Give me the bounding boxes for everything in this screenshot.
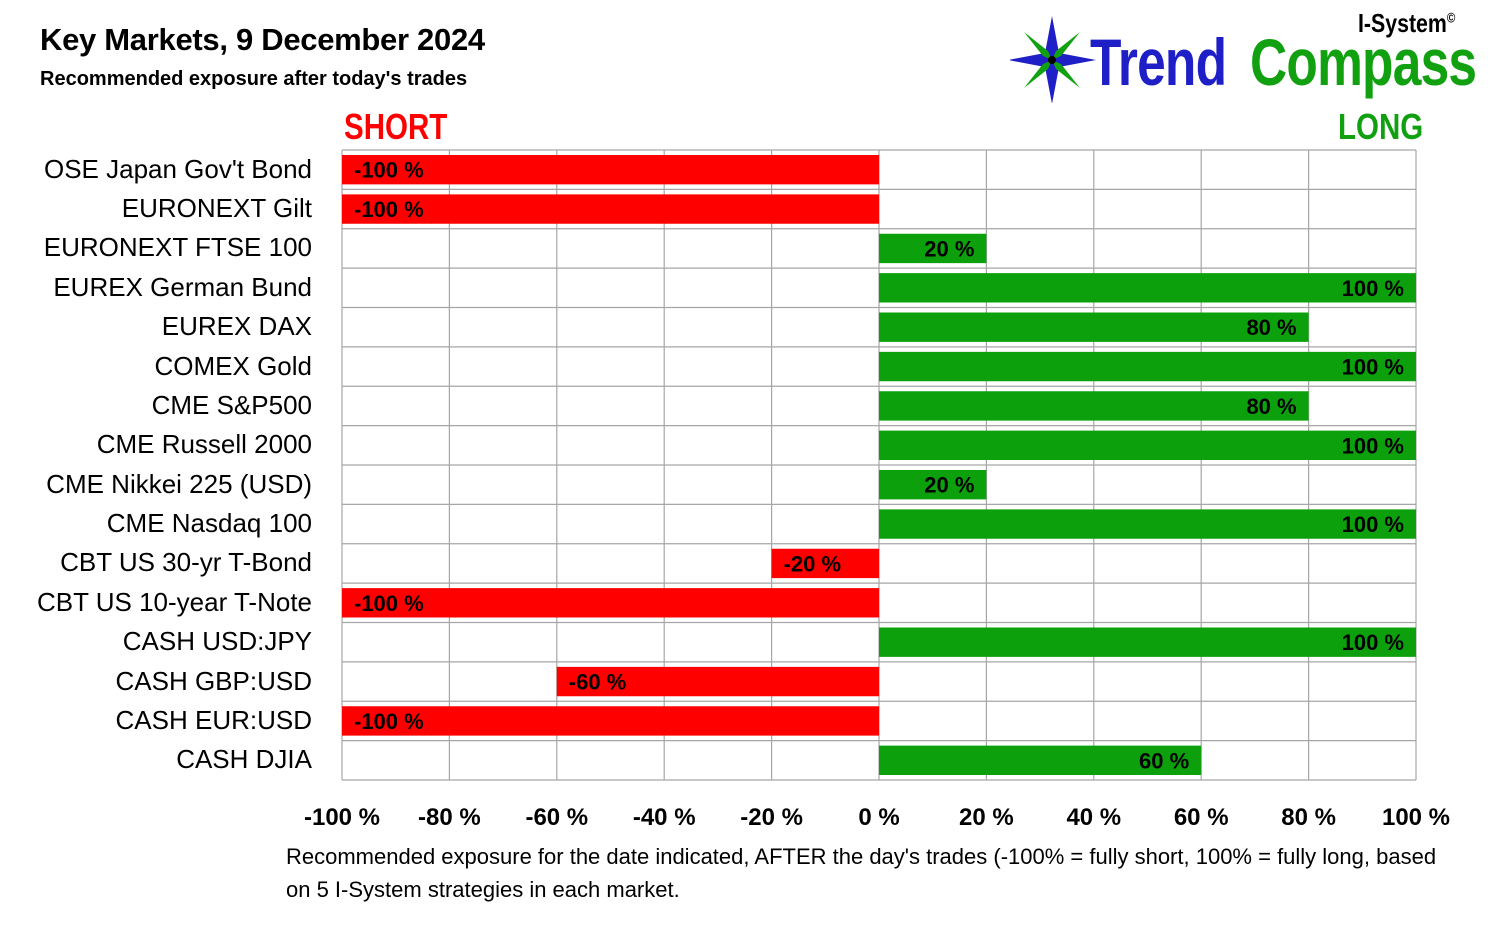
data-label: 100 % bbox=[1342, 433, 1404, 458]
short-label: SHORT bbox=[344, 106, 448, 147]
data-label: -60 % bbox=[569, 670, 626, 695]
footnote: Recommended exposure for the date indica… bbox=[286, 844, 1437, 902]
data-label: 100 % bbox=[1342, 630, 1404, 655]
x-tick-label: 40 % bbox=[1066, 804, 1122, 831]
compass-star-icon bbox=[1010, 16, 1096, 103]
bar bbox=[342, 706, 879, 736]
category-label: CASH USD:JPY bbox=[122, 626, 312, 657]
category-label: CME Nikkei 225 (USD) bbox=[46, 468, 312, 499]
data-label: 100 % bbox=[1342, 276, 1404, 301]
category-label: EUREX DAX bbox=[161, 311, 312, 342]
x-tick-label: -80 % bbox=[418, 804, 481, 831]
category-label: CASH DJIA bbox=[176, 744, 312, 775]
data-label: 80 % bbox=[1246, 394, 1296, 419]
bar bbox=[879, 233, 987, 264]
bar bbox=[879, 273, 1416, 303]
bar bbox=[342, 194, 879, 224]
bar bbox=[879, 509, 1416, 539]
long-label: LONG bbox=[1338, 106, 1424, 147]
page-title: Key Markets, 9 December 2024 bbox=[40, 22, 485, 57]
data-label: 20 % bbox=[924, 236, 974, 261]
data-label: 80 % bbox=[1246, 315, 1296, 340]
category-label: CASH GBP:USD bbox=[115, 665, 313, 696]
bar bbox=[879, 391, 1309, 421]
data-label: 20 % bbox=[924, 473, 974, 498]
category-label: COMEX Gold bbox=[154, 350, 313, 381]
bar bbox=[879, 470, 987, 500]
bar bbox=[342, 155, 879, 185]
data-label: -100 % bbox=[354, 158, 424, 183]
x-tick-label: -60 % bbox=[525, 804, 589, 831]
bar bbox=[879, 312, 1309, 342]
data-label: -100 % bbox=[354, 709, 424, 734]
x-tick-label: 20 % bbox=[959, 804, 1014, 831]
data-label: 100 % bbox=[1342, 355, 1404, 380]
x-tick-label: 60 % bbox=[1173, 804, 1229, 831]
data-label: -100 % bbox=[354, 197, 424, 222]
bar bbox=[879, 351, 1416, 382]
page-subtitle: Recommended exposure after today's trade… bbox=[40, 68, 468, 90]
logo-word-compass: Compass bbox=[1250, 25, 1477, 99]
logo-word-trend: Trend bbox=[1090, 25, 1227, 99]
logo-brand: I-System© bbox=[1358, 8, 1456, 38]
x-tick-label: -20 % bbox=[740, 804, 803, 831]
category-label: CASH EUR:USD bbox=[115, 704, 312, 735]
category-label: CBT US 10-year T-Note bbox=[36, 586, 312, 617]
bar bbox=[879, 745, 1202, 775]
bar bbox=[771, 548, 879, 579]
category-label: OSE Japan Gov't Bond bbox=[43, 153, 312, 184]
category-label: EURONEXT Gilt bbox=[121, 193, 312, 224]
bar bbox=[342, 588, 879, 618]
category-label: CME Russell 2000 bbox=[96, 429, 312, 460]
data-label: -100 % bbox=[354, 591, 424, 616]
bar bbox=[879, 627, 1416, 657]
data-label: -20 % bbox=[784, 551, 841, 576]
category-label: EUREX German Bund bbox=[53, 271, 312, 302]
data-label: 60 % bbox=[1139, 748, 1189, 773]
category-label: CBT US 30-yr T-Bond bbox=[60, 547, 312, 578]
x-tick-label: -40 % bbox=[632, 804, 696, 831]
x-tick-label: 100 % bbox=[1381, 804, 1451, 831]
x-tick-label: 0 % bbox=[858, 804, 900, 831]
x-tick-label: 80 % bbox=[1281, 804, 1336, 831]
x-tick-label: -100 % bbox=[303, 804, 381, 831]
bar bbox=[556, 666, 879, 697]
category-label: CME Nasdaq 100 bbox=[106, 508, 312, 539]
bar bbox=[879, 430, 1416, 460]
category-label: CME S&P500 bbox=[151, 389, 312, 420]
category-label: EURONEXT FTSE 100 bbox=[43, 232, 312, 263]
data-label: 100 % bbox=[1342, 512, 1404, 537]
